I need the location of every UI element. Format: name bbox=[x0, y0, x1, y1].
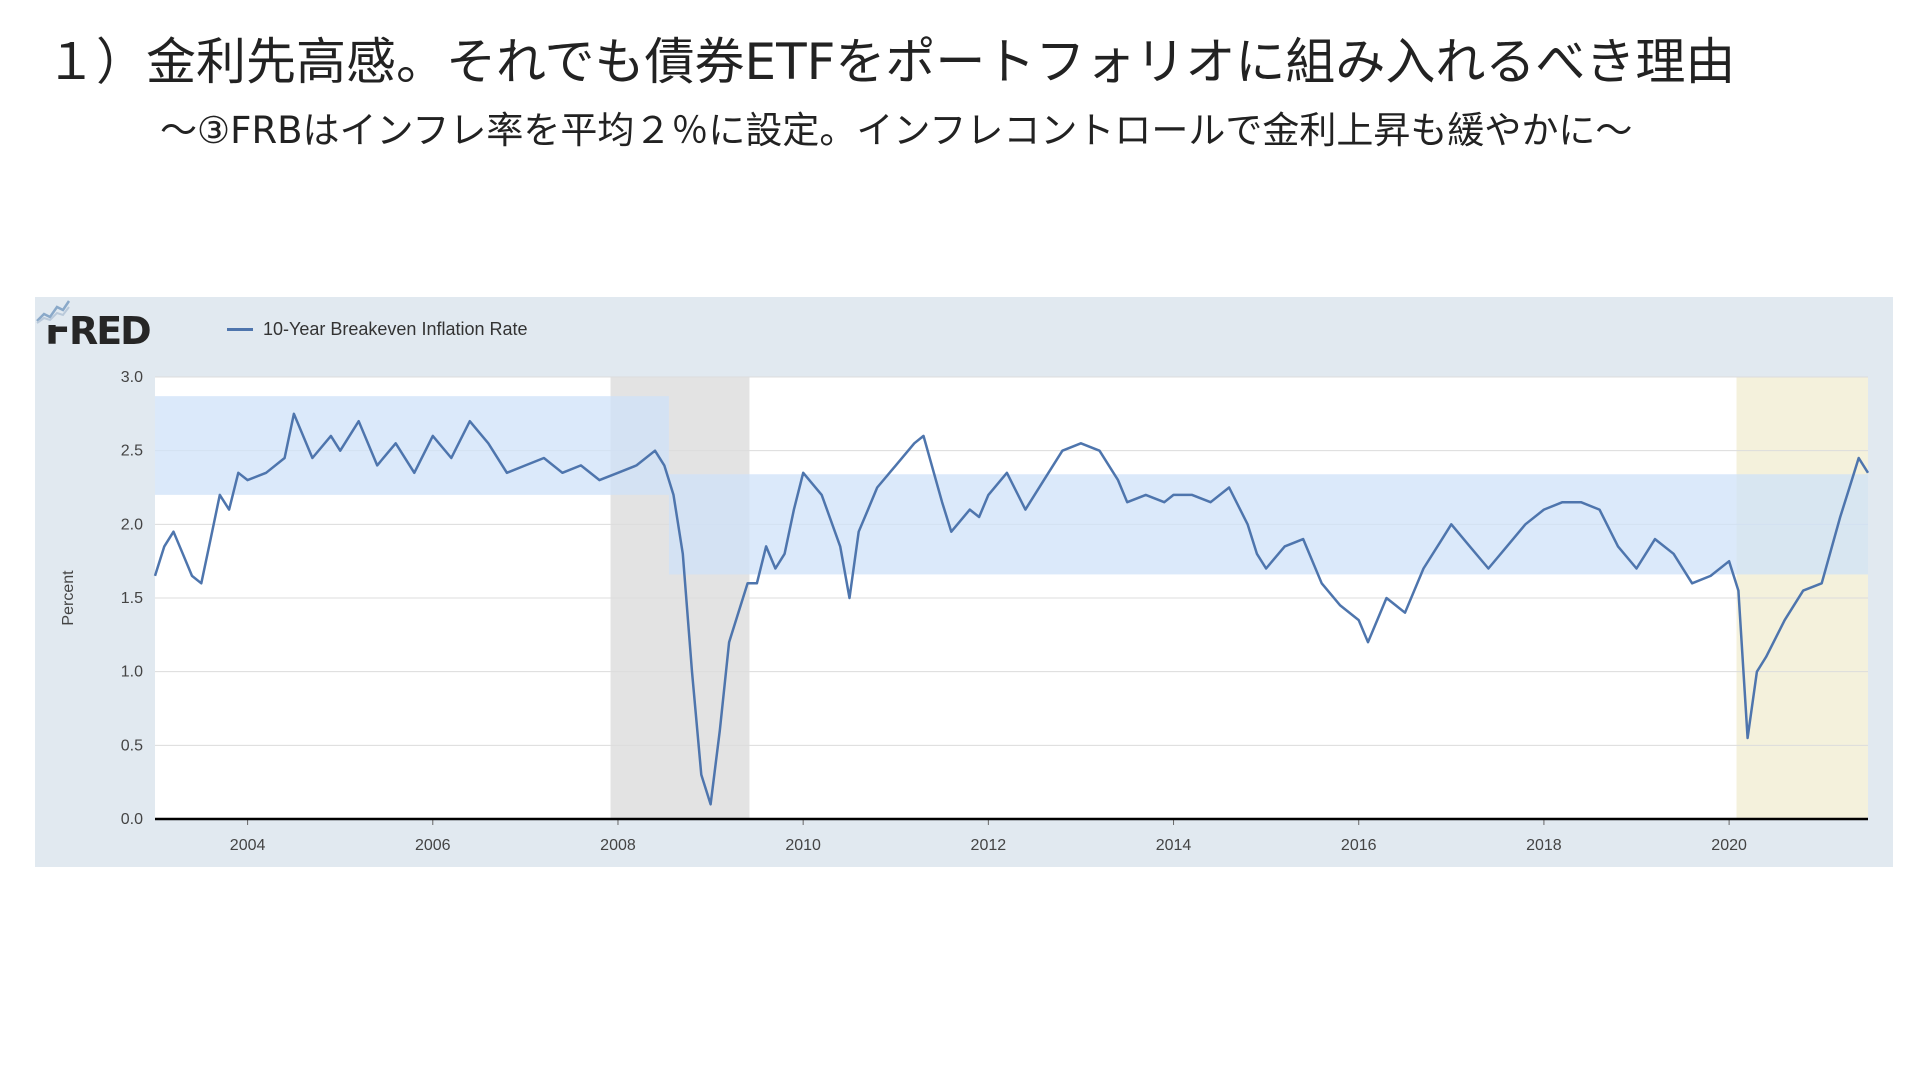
page-title: １）金利先高感。それでも債券ETFをポートフォリオに組み入れるべき理由 bbox=[46, 33, 1736, 91]
y-tick-label: 1.0 bbox=[121, 664, 143, 681]
legend-swatch bbox=[227, 328, 253, 331]
x-tick-label: 2008 bbox=[600, 837, 636, 854]
legend-label: 10-Year Breakeven Inflation Rate bbox=[263, 319, 528, 339]
x-tick-label: 2014 bbox=[1156, 837, 1192, 854]
y-tick-label: 0.0 bbox=[121, 811, 143, 828]
page-subtitle: 〜③FRBはインフレ率を平均２％に設定。インフレコントロールで金利上昇も緩やかに… bbox=[160, 109, 1633, 152]
fred-chart-panel: FRED 10-Year Breakeven Inflation Rate 0.… bbox=[35, 297, 1893, 867]
y-tick-label: 3.0 bbox=[121, 369, 143, 386]
x-tick-label: 2012 bbox=[971, 837, 1007, 854]
y-tick-label: 2.0 bbox=[121, 516, 143, 533]
highlight-band-2 bbox=[668, 474, 1868, 575]
trend-chart-icon bbox=[35, 297, 71, 325]
y-tick-label: 0.5 bbox=[121, 737, 143, 754]
x-tick-label: 2016 bbox=[1341, 837, 1377, 854]
y-tick-label: 2.5 bbox=[121, 443, 143, 460]
x-tick-label: 2020 bbox=[1711, 837, 1747, 854]
line-chart: 0.0 0.5 1.0 1.5 2.0 2.5 3.0 2004 2006 2008 2010 201… bbox=[60, 369, 1870, 854]
x-tick-label: 2018 bbox=[1526, 837, 1562, 854]
chart-legend: 10-Year Breakeven Inflation Rate bbox=[227, 319, 528, 340]
y-axis-label: Percent bbox=[60, 570, 77, 626]
x-tick-label: 2006 bbox=[415, 837, 451, 854]
x-tick-label: 2010 bbox=[785, 837, 821, 854]
x-tick-label: 2004 bbox=[230, 837, 266, 854]
y-tick-label: 1.5 bbox=[121, 590, 143, 607]
highlight-band-1 bbox=[155, 396, 669, 495]
series-line-1 bbox=[153, 412, 1870, 806]
